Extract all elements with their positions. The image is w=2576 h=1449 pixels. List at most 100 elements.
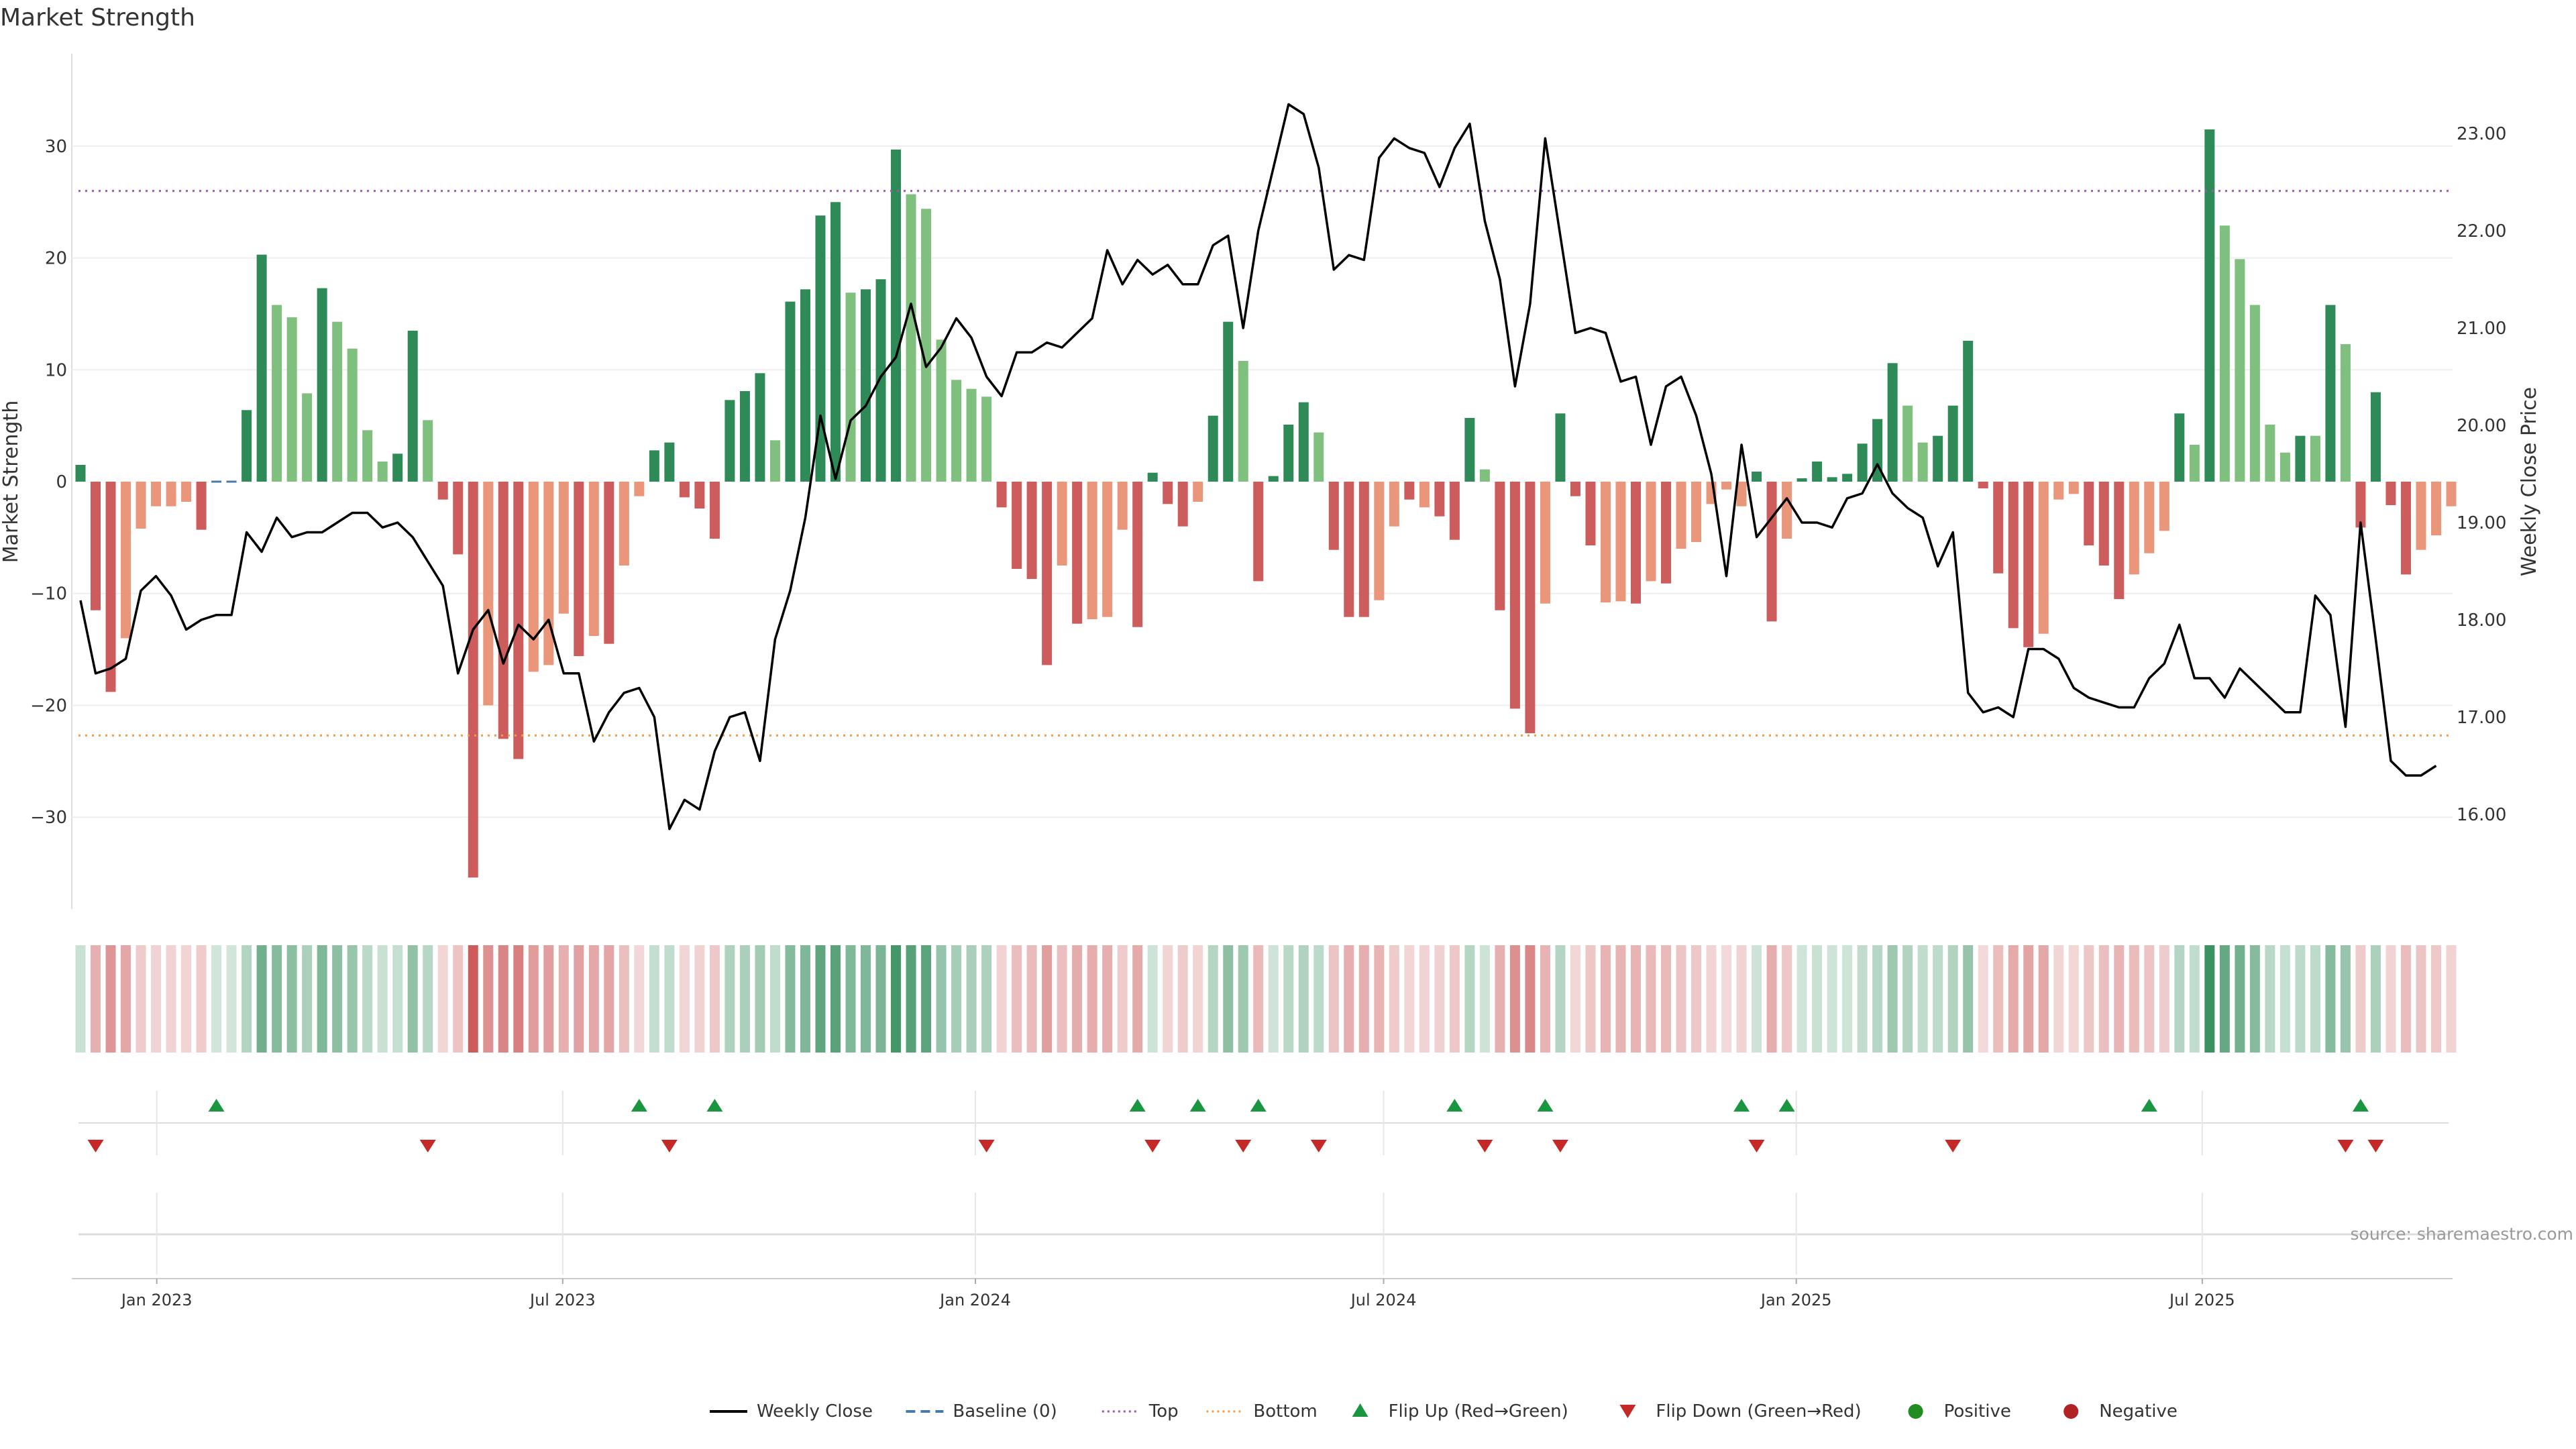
heat-cell <box>996 945 1007 1053</box>
strength-bar <box>1661 482 1672 584</box>
heat-cell <box>1752 945 1762 1053</box>
flip-down-marker <box>1552 1140 1568 1152</box>
strength-bar <box>1676 482 1686 549</box>
heat-cell <box>181 945 192 1053</box>
flip-down-marker <box>1235 1140 1252 1152</box>
heat-cell <box>1796 945 1807 1053</box>
heat-cell <box>1495 945 1505 1053</box>
heat-cell <box>2325 945 2336 1053</box>
strength-bar <box>1087 482 1097 620</box>
strength-bar <box>694 482 705 509</box>
heat-cell <box>2249 945 2260 1053</box>
heat-cell <box>1026 945 1037 1053</box>
heat-cell <box>1782 945 1792 1053</box>
strength-bar <box>1887 363 1898 482</box>
heat-cell <box>211 945 222 1053</box>
flip-up-marker <box>631 1099 647 1112</box>
heat-cell <box>226 945 237 1053</box>
legend-item: Negative <box>2063 1401 2178 1421</box>
strength-bar <box>936 339 947 482</box>
heat-cell <box>1193 945 1203 1053</box>
strength-bar <box>558 482 569 614</box>
legend-item: Baseline (0) <box>906 1401 1057 1421</box>
heat-cell <box>1163 945 1173 1053</box>
strength-bar <box>649 450 659 482</box>
strength-bar <box>830 202 841 482</box>
strength-bar <box>1540 482 1550 604</box>
strength-heat-strip <box>75 945 2457 1053</box>
right-tick-label: 16.00 <box>2457 805 2506 825</box>
heat-cell <box>1525 945 1536 1053</box>
strength-bar <box>2416 482 2426 550</box>
flip-panel-gridlines <box>156 1091 2203 1155</box>
heat-cell <box>2235 945 2245 1053</box>
heat-cell <box>528 945 539 1053</box>
flip-down-marker <box>2337 1140 2354 1152</box>
heat-cell <box>966 945 977 1053</box>
strength-bar <box>272 305 282 482</box>
heat-cell <box>1585 945 1596 1053</box>
heat-cell <box>75 945 86 1053</box>
strength-bar <box>181 482 192 502</box>
heat-cell <box>1268 945 1279 1053</box>
strength-bar <box>1449 482 1460 540</box>
heat-cell <box>1827 945 1837 1053</box>
heat-cell <box>1947 945 1958 1053</box>
strength-bar <box>1978 482 1988 489</box>
heat-cell <box>830 945 841 1053</box>
strength-bar <box>407 330 418 482</box>
legend-triangle-down-icon <box>1619 1405 1636 1418</box>
left-tick-label: −30 <box>30 808 67 828</box>
heat-cell <box>2023 945 2034 1053</box>
heat-cell <box>604 945 614 1053</box>
heat-cell <box>2159 945 2169 1053</box>
strength-bar <box>286 317 297 482</box>
heat-cell <box>1872 945 1883 1053</box>
heat-cell <box>1887 945 1898 1053</box>
heat-cell <box>196 945 207 1053</box>
strength-bar <box>1736 482 1747 506</box>
x-tick-label: Jul 2023 <box>529 1291 596 1309</box>
heat-cell <box>2053 945 2064 1053</box>
strength-bar <box>2265 424 2275 482</box>
heat-cell <box>2295 945 2306 1053</box>
left-tick-label: −20 <box>30 696 67 716</box>
heat-cell <box>362 945 373 1053</box>
heat-cell <box>769 945 780 1053</box>
heat-cell <box>815 945 826 1053</box>
right-tick-label: 19.00 <box>2457 513 2506 533</box>
heat-cell <box>1298 945 1309 1053</box>
heat-cell <box>437 945 448 1053</box>
flip-down-marker <box>1144 1140 1161 1152</box>
heat-cell <box>1419 945 1430 1053</box>
strength-bar <box>2325 305 2336 482</box>
heat-cell <box>1963 945 1974 1053</box>
strength-bar <box>1358 482 1369 617</box>
strength-bar <box>574 482 584 657</box>
heat-cell <box>1404 945 1415 1053</box>
legend-item: Flip Up (Red→Green) <box>1352 1401 1568 1421</box>
strength-bar <box>1993 482 2004 574</box>
strength-bar <box>2370 392 2381 482</box>
strength-bar <box>241 410 252 482</box>
heat-cell <box>1117 945 1128 1053</box>
strength-bar <box>860 289 871 482</box>
heat-cell <box>1600 945 1611 1053</box>
strength-bar <box>1600 482 1611 603</box>
heat-cell <box>1464 945 1475 1053</box>
right-tick-label: 21.00 <box>2457 319 2506 339</box>
strength-bar <box>2159 482 2169 531</box>
heat-cell <box>2265 945 2275 1053</box>
left-tick-label: 0 <box>56 472 67 492</box>
heat-cell <box>634 945 645 1053</box>
strength-bar <box>1796 478 1807 482</box>
strength-bar <box>136 482 146 529</box>
heat-cell <box>679 945 690 1053</box>
heat-cell <box>347 945 358 1053</box>
strength-bar <box>2400 482 2411 575</box>
heat-cell <box>936 945 947 1053</box>
heat-cell <box>1691 945 1702 1053</box>
flip-down-marker <box>1748 1140 1765 1152</box>
heat-cell <box>875 945 886 1053</box>
